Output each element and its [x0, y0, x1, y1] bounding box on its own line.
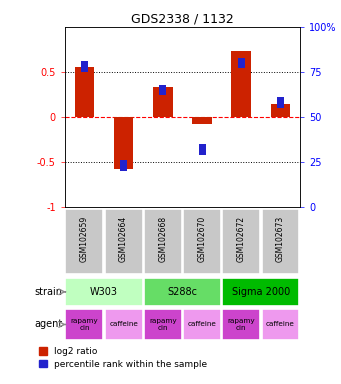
- Text: GSM102673: GSM102673: [276, 216, 285, 262]
- Bar: [65, 309, 103, 340]
- Text: GSM102668: GSM102668: [158, 216, 167, 262]
- Bar: [192, 117, 212, 124]
- Bar: [262, 309, 299, 340]
- Text: GSM102672: GSM102672: [237, 216, 246, 262]
- Bar: [114, 117, 133, 169]
- Title: GDS2338 / 1132: GDS2338 / 1132: [131, 13, 234, 26]
- Legend: log2 ratio, percentile rank within the sample: log2 ratio, percentile rank within the s…: [38, 346, 208, 370]
- Text: rapamy
cin: rapamy cin: [227, 318, 255, 331]
- Bar: [75, 68, 94, 117]
- Text: W303: W303: [90, 287, 118, 297]
- Bar: [159, 84, 166, 96]
- Bar: [81, 61, 88, 72]
- Text: GSM102670: GSM102670: [197, 216, 207, 262]
- Bar: [105, 309, 143, 340]
- Bar: [222, 278, 299, 306]
- Bar: [105, 209, 143, 275]
- Bar: [183, 309, 221, 340]
- Bar: [144, 278, 221, 306]
- Text: strain: strain: [34, 287, 62, 297]
- Bar: [271, 104, 290, 117]
- Bar: [144, 309, 182, 340]
- Bar: [222, 209, 260, 275]
- Text: GSM102659: GSM102659: [80, 216, 89, 262]
- Bar: [120, 161, 127, 171]
- Bar: [262, 209, 299, 275]
- Text: caffeine: caffeine: [109, 321, 138, 328]
- Text: caffeine: caffeine: [266, 321, 295, 328]
- Text: rapamy
cin: rapamy cin: [149, 318, 177, 331]
- Bar: [153, 87, 173, 117]
- Bar: [277, 97, 284, 108]
- Bar: [222, 309, 260, 340]
- Bar: [232, 51, 251, 117]
- Text: caffeine: caffeine: [188, 321, 217, 328]
- Text: agent: agent: [34, 319, 62, 329]
- Bar: [183, 209, 221, 275]
- Bar: [238, 58, 245, 68]
- Bar: [144, 209, 182, 275]
- Text: rapamy
cin: rapamy cin: [71, 318, 98, 331]
- Bar: [65, 209, 103, 275]
- Text: Sigma 2000: Sigma 2000: [232, 287, 290, 297]
- Text: S288c: S288c: [167, 287, 197, 297]
- Bar: [198, 144, 206, 155]
- Bar: [65, 278, 143, 306]
- Text: GSM102664: GSM102664: [119, 216, 128, 262]
